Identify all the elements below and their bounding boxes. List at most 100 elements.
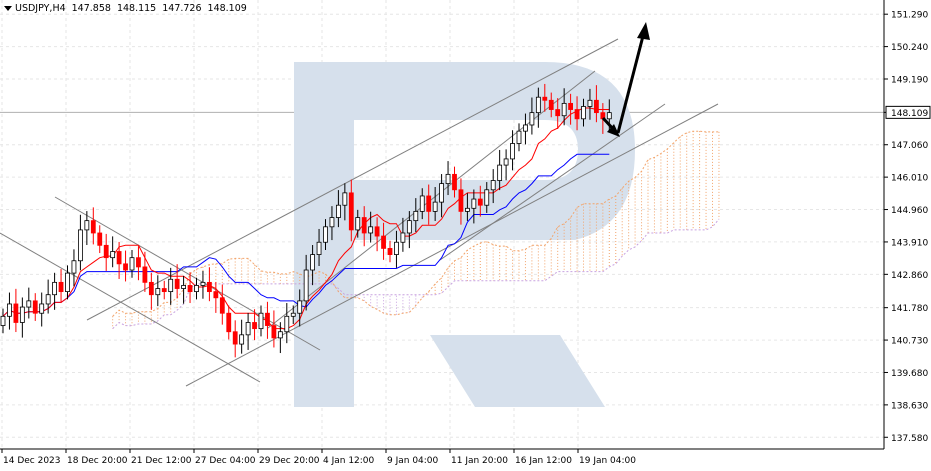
candle-body [39,303,45,314]
symbol-info-bar: USDJPY,H4 147.858 148.115 147.726 148.109 [4,3,253,14]
candle-body [84,220,90,231]
y-tick-label: 137.580 [891,434,928,444]
open-value: 147.858 [71,3,111,14]
candle-body [200,281,206,286]
candle-body [452,173,457,191]
candle-body [400,232,406,243]
candle-body [290,312,296,317]
candle-body [174,278,180,289]
candle-body [297,300,303,314]
x-tick-label: 11 Jan 20:00 [451,456,508,466]
candle-body [103,244,109,259]
candle-body [97,232,103,246]
forecast-arrows [601,22,650,137]
candle-body [110,251,116,259]
candle-body [510,143,515,160]
candle-body [65,272,70,293]
candle-body [45,294,51,305]
senkou-a-line [112,130,719,317]
channel-line [439,103,666,261]
candle-body [245,322,251,336]
candle-body [426,195,432,212]
candle-body [155,288,161,296]
candle-body [535,96,541,114]
candle-body [594,99,599,114]
x-tick-label: 21 Dec 12:00 [131,456,192,466]
candle-body [213,291,219,299]
time-axis: 14 Dec 2023 18 Dec 20:00 21 Dec 12:00 27 De… [1,449,636,466]
forecast-arrow-up-head [637,22,650,40]
channel-line [86,38,619,321]
candle-body [445,173,451,185]
candle-body [271,325,277,339]
candle-body [484,189,490,206]
candle-body [355,217,361,231]
trend-channels [0,38,719,387]
candle-body [329,217,335,228]
candle-body [503,158,509,166]
candle-body [219,297,225,314]
channel-line [185,103,719,387]
high-value: 148.115 [116,3,157,14]
candle-body [471,198,477,209]
low-value: 147.726 [162,3,202,14]
x-tick-label: 9 Jan 04:00 [387,456,439,466]
candle-body [232,331,238,345]
forecast-arrow-down-head [607,124,620,137]
x-tick-label: 16 Jan 12:00 [515,456,572,466]
candle-body [548,99,554,110]
candle-body [26,300,32,308]
y-tick-label: 141.780 [891,304,928,314]
candle-body [168,278,174,293]
candle-body [413,210,419,222]
candle-body [206,281,212,293]
candle-body [523,124,528,132]
channel-line [54,196,321,351]
candle-body [581,106,586,120]
x-tick-label: 18 Dec 20:00 [67,456,128,466]
forecast-arrow-up [616,35,645,134]
candle-body [142,266,148,283]
candle-body [265,312,270,326]
candle-body [568,102,573,110]
candle-body [303,269,309,302]
candle-body [516,130,522,144]
x-tick-label: 19 Jan 04:00 [579,456,636,466]
candle-body [226,312,232,333]
collapse-triangle-icon[interactable] [4,6,12,11]
candle-body [335,204,341,218]
candle-body [419,195,425,212]
candle-body [277,331,283,339]
candle-body [239,334,245,345]
senkou-b-line [112,218,720,329]
y-tick-label: 139.680 [891,369,928,379]
x-tick-label: 4 Jan 12:00 [323,456,375,466]
candle-body [90,220,96,234]
symbol-label: USDJPY,H4 [15,3,66,14]
y-tick-label: 147.060 [891,141,928,151]
candle-body [387,248,393,255]
candle-body [561,102,567,117]
candle-body [116,251,122,265]
candle-body [181,285,187,289]
candle-body [161,288,167,293]
y-tick-label: 143.910 [891,238,928,248]
candle-body [368,226,374,234]
price-axis: 151.290 150.240 149.190 148.109 147.060 146.0… [884,11,931,444]
candle-body [310,254,316,271]
candle-body [58,281,64,293]
candle-body [123,263,128,271]
candle-body [148,281,154,296]
candle-body [542,96,548,101]
candle-body [490,180,496,191]
candle-body [323,226,328,243]
candle-body [574,109,580,120]
candle-body [342,192,348,206]
y-tick-label: 151.290 [891,11,928,21]
x-tick-label: 29 Dec 20:00 [259,456,320,466]
close-value: 148.109 [207,3,247,14]
candle-body [252,322,257,330]
candles [0,83,612,358]
channel-line [0,232,261,383]
